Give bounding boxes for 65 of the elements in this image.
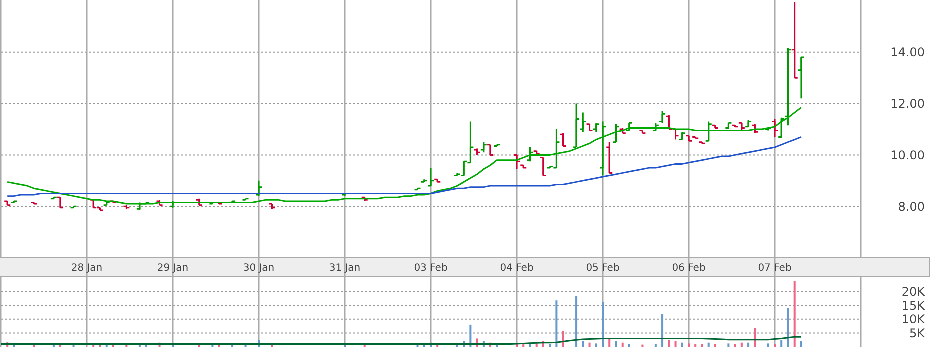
y-tick-label: 20K — [902, 285, 926, 299]
bar — [734, 344, 736, 347]
candlestick — [122, 204, 130, 210]
x-tick-label: 03 Feb — [414, 263, 448, 274]
bar — [654, 344, 657, 347]
bar — [681, 342, 684, 347]
bar — [576, 296, 578, 347]
y-tick-label: 8.00 — [898, 200, 925, 214]
y-tick-label: 10.00 — [890, 148, 925, 162]
bar — [714, 344, 716, 347]
bar — [588, 342, 591, 347]
y-tick-label: 5K — [909, 326, 926, 340]
bar — [748, 342, 750, 347]
bar — [470, 324, 472, 347]
x-tick-label: 07 Feb — [758, 263, 792, 274]
x-tick-label: 05 Feb — [586, 263, 620, 274]
bar — [780, 340, 783, 347]
candlestick — [724, 122, 732, 130]
bar — [615, 341, 618, 347]
bar — [628, 344, 630, 347]
bar — [602, 302, 604, 347]
bar — [800, 341, 802, 347]
bar — [662, 314, 664, 347]
bar — [562, 330, 564, 347]
line-series — [0, 336, 802, 345]
x-tick-label: 29 Jan — [157, 263, 189, 274]
bar — [740, 342, 743, 347]
candlestick — [592, 122, 600, 133]
bar — [668, 340, 670, 347]
candlestick — [732, 124, 740, 128]
candlestick — [738, 122, 746, 132]
bar — [622, 342, 624, 347]
bar — [794, 281, 796, 347]
bar — [774, 344, 776, 347]
x-tick-label: 28 Jan — [71, 263, 103, 274]
candlestick — [744, 120, 752, 128]
bar — [728, 344, 730, 347]
bar — [674, 341, 677, 347]
x-tick-label: 04 Feb — [500, 263, 534, 274]
bar — [708, 342, 710, 347]
candlestick — [103, 200, 111, 206]
candlestick — [685, 135, 693, 142]
bar — [688, 344, 690, 347]
candlestick — [268, 203, 276, 210]
bar — [549, 344, 552, 347]
bar — [556, 300, 558, 347]
bar — [754, 328, 756, 347]
y-tick-label: 10K — [902, 312, 926, 327]
line-series — [6, 136, 802, 198]
x-tick-label: 30 Jan — [243, 263, 275, 274]
x-tick-label: 06 Feb — [672, 263, 706, 274]
candlestick — [474, 148, 482, 156]
y-tick-label: 12.00 — [890, 97, 925, 111]
bar — [694, 344, 697, 347]
y-tick-label: 14.00 — [890, 46, 925, 60]
bar — [787, 308, 790, 347]
bar — [595, 344, 598, 347]
candlestick — [50, 196, 58, 200]
bar — [582, 341, 584, 347]
y-tick-label: 15K — [902, 298, 926, 313]
bar — [767, 344, 770, 347]
candlestick — [678, 131, 686, 141]
candlestick — [586, 124, 594, 132]
x-tick-label: 31 Jan — [329, 263, 361, 274]
candlestick — [4, 200, 12, 206]
